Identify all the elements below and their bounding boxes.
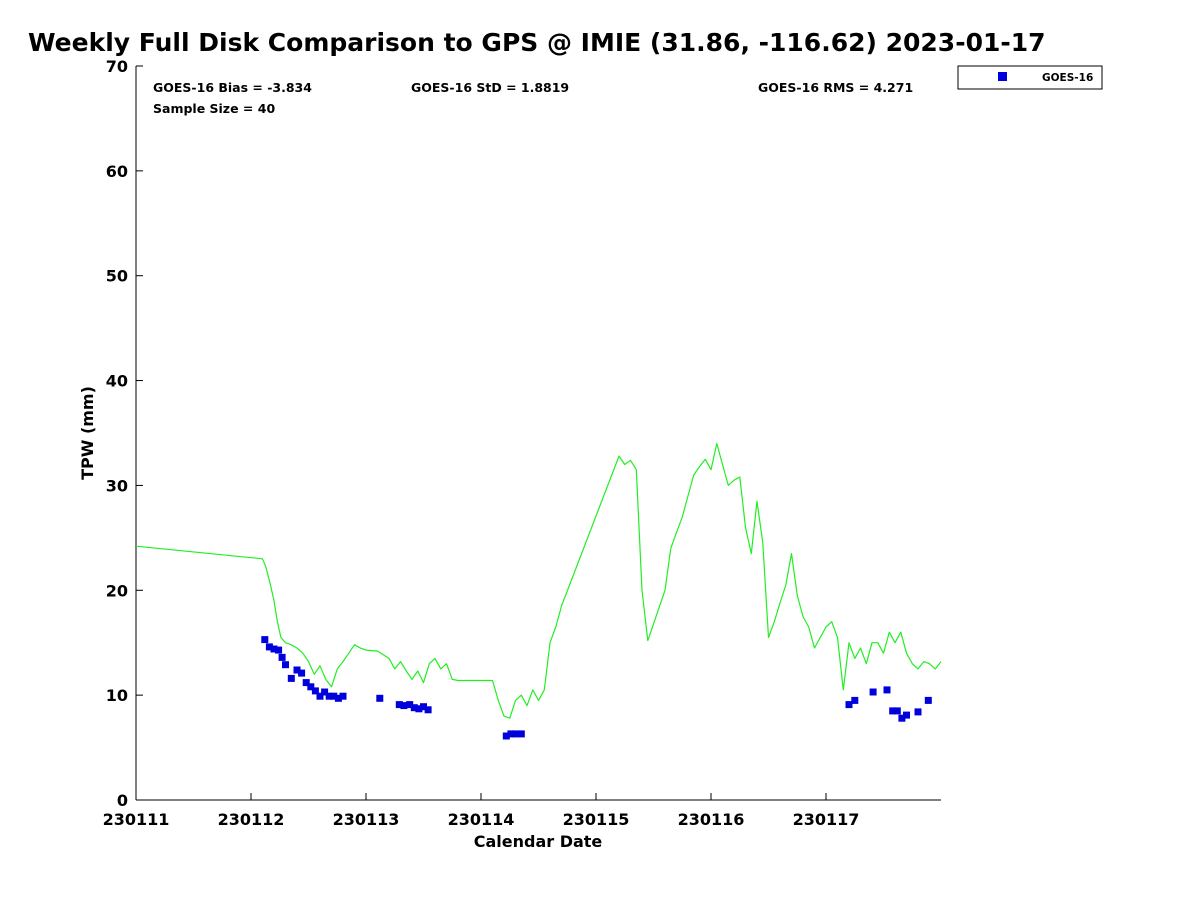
y-tick-label: 0	[117, 791, 128, 810]
goes-16-point	[883, 686, 891, 694]
goes-16-point	[376, 694, 384, 702]
goes-16-point	[845, 701, 853, 709]
goes-16-point	[420, 703, 427, 711]
chart-title: Weekly Full Disk Comparison to GPS @ IMI…	[28, 28, 1046, 57]
x-tick-label: 230111	[103, 810, 170, 829]
goes-16-point	[924, 696, 932, 704]
goes-16-point	[898, 714, 906, 722]
goes-16-point	[415, 705, 423, 713]
gps-series	[135, 442, 942, 719]
goes-16-point	[512, 730, 519, 738]
sample-size-stat: Sample Size = 40	[153, 101, 275, 116]
goes-16-point	[311, 687, 319, 695]
goes-16-point	[270, 645, 278, 653]
goes-16-point	[869, 688, 877, 696]
goes-16-point	[334, 694, 342, 702]
x-tick-label: 230114	[448, 810, 515, 829]
goes-16-point	[507, 730, 515, 738]
goes-16-point	[287, 674, 295, 682]
x-tick-label: 230117	[793, 810, 860, 829]
goes-16-series	[261, 636, 932, 740]
x-tick-label: 230116	[678, 810, 745, 829]
legend-box	[957, 65, 1103, 90]
goes-16-point	[275, 646, 283, 654]
y-axis-ticks: 0 10 20 30 40 50 60 70	[106, 57, 143, 810]
goes-16-point	[261, 636, 269, 644]
goes-16-point	[893, 707, 901, 715]
y-tick-label: 50	[106, 267, 128, 286]
goes-16-point	[265, 643, 273, 651]
y-tick-label: 40	[106, 372, 128, 391]
goes-16-point	[502, 732, 510, 740]
legend: GOES-16	[957, 65, 1103, 90]
x-tick-label: 230115	[563, 810, 630, 829]
goes-16-point	[293, 666, 301, 674]
gps-line	[135, 442, 942, 719]
goes-16-point	[914, 708, 922, 716]
goes-16-point	[424, 706, 432, 714]
y-tick-label: 60	[106, 162, 128, 181]
rms-stat: GOES-16 RMS = 4.271	[758, 80, 913, 95]
goes-16-point	[406, 701, 414, 709]
y-tick-label: 70	[106, 57, 128, 76]
goes-16-point	[339, 692, 347, 700]
goes-16-point	[395, 701, 403, 709]
x-tick-label: 230112	[218, 810, 285, 829]
goes-16-point	[851, 696, 859, 704]
goes-16-point	[302, 679, 310, 687]
goes-16-point	[298, 669, 306, 677]
goes-16-point	[325, 692, 333, 700]
goes-16-point	[410, 704, 418, 712]
goes-16-point	[330, 692, 338, 700]
x-axis-ticks: 230111 230112 230113 230114 230115 230116 2301…	[103, 793, 860, 829]
plot-frame	[135, 66, 941, 801]
y-axis-label: TPW (mm)	[78, 386, 97, 480]
goes-16-point	[517, 730, 525, 738]
y-tick-label: 20	[106, 581, 128, 600]
bias-stat: GOES-16 Bias = -3.834	[153, 80, 312, 95]
legend-label: GOES-16	[1042, 72, 1093, 84]
goes-16-point	[282, 661, 289, 669]
goes-16-point	[307, 683, 315, 691]
goes-16-point	[316, 692, 324, 700]
legend-marker	[998, 72, 1007, 81]
goes-16-point	[889, 707, 897, 715]
y-tick-label: 10	[106, 686, 128, 705]
goes-16-point	[400, 702, 408, 710]
x-axis-label: Calendar Date	[474, 832, 603, 851]
goes-16-point	[321, 688, 329, 696]
goes-16-point	[278, 653, 286, 661]
x-tick-label: 230113	[333, 810, 400, 829]
y-tick-label: 30	[106, 476, 128, 495]
std-stat: GOES-16 StD = 1.8819	[411, 80, 569, 95]
goes-16-point	[903, 711, 910, 719]
